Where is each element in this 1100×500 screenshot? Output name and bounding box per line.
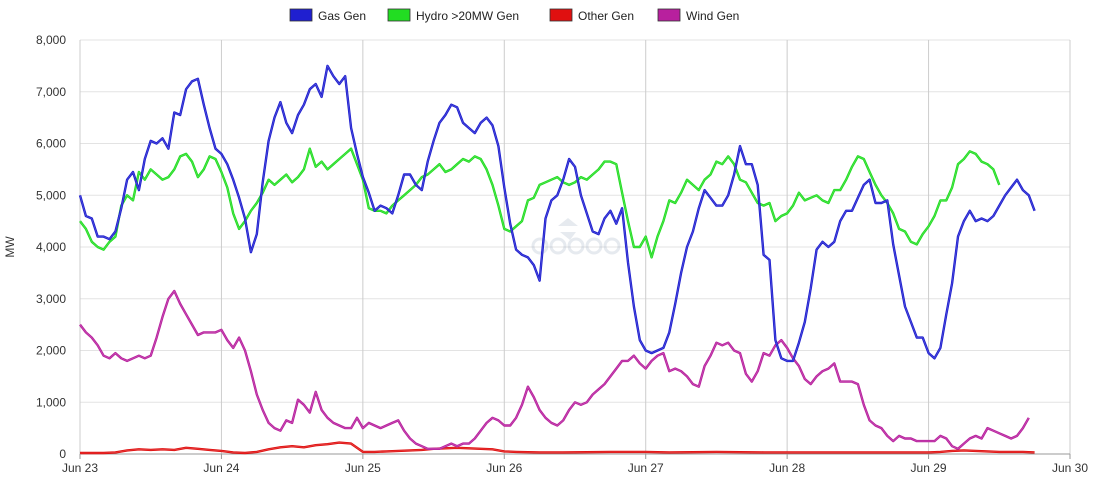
x-axis-ticks: Jun 23 Jun 24 Jun 25 Jun 26 Jun 27 Jun 28 Jun …	[62, 454, 1088, 475]
x-tick-label: Jun 28	[769, 461, 805, 475]
legend-item-wind-gen[interactable]: Wind Gen	[657, 8, 739, 23]
watermark-glyph	[567, 237, 585, 255]
legend-item-other-gen[interactable]: Other Gen	[549, 8, 634, 23]
series-line-wind-gen	[79, 289, 1030, 450]
x-tick-label: Jun 23	[62, 461, 98, 475]
watermark-logo-icon	[558, 218, 578, 226]
watermark-logo-icon-part	[560, 232, 576, 240]
y-axis-title: MW	[3, 236, 17, 258]
watermark-glyph	[585, 237, 603, 255]
y-tick-label: 4,000	[36, 240, 66, 254]
legend-swatch	[657, 8, 681, 22]
series-line-gas-gen	[78, 64, 1036, 363]
y-tick-label: 8,000	[36, 33, 66, 47]
y-axis-ticks: 0 1,000 2,000 3,000 4,000 5,000 6,000 7,000 8,00…	[36, 33, 66, 461]
legend-label: Hydro >20MW Gen	[416, 9, 519, 23]
legend-swatch	[387, 8, 411, 22]
series-line-other-gen	[80, 441, 1035, 455]
y-tick-label: 6,000	[36, 137, 66, 151]
series-highlight-wind-gen	[79, 290, 1030, 450]
y-tick-label: 7,000	[36, 85, 66, 99]
x-tick-label: Jun 27	[628, 461, 664, 475]
y-tick-label: 0	[59, 447, 66, 461]
watermark-glyph	[549, 237, 567, 255]
series-line-hydro-20mw-gen	[79, 147, 1001, 259]
legend[interactable]: Gas Gen Hydro >20MW Gen Other Gen Wind Gen	[289, 8, 739, 23]
watermark-glyph	[603, 237, 621, 255]
y-tick-label: 2,000	[36, 344, 66, 358]
legend-item-hydro-20mw-gen[interactable]: Hydro >20MW Gen	[387, 8, 519, 23]
x-tick-label: Jun 30	[1052, 461, 1088, 475]
series-group	[78, 64, 1036, 455]
x-tick-label: Jun 26	[486, 461, 522, 475]
legend-label: Wind Gen	[686, 9, 739, 23]
watermark	[531, 218, 621, 255]
watermark-glyph	[531, 237, 549, 255]
legend-swatch	[549, 8, 573, 22]
series-highlight-other-gen	[80, 442, 1035, 454]
legend-item-gas-gen[interactable]: Gas Gen	[289, 8, 366, 23]
y-tick-label: 3,000	[36, 292, 66, 306]
series-highlight-hydro-20mw-gen	[79, 147, 1000, 259]
y-tick-label: 1,000	[36, 395, 66, 409]
legend-label: Gas Gen	[318, 9, 366, 23]
legend-swatch	[289, 8, 313, 22]
series-highlight-gas-gen	[79, 65, 1035, 362]
legend-label: Other Gen	[578, 9, 634, 23]
grid	[79, 39, 1071, 455]
x-tick-label: Jun 25	[345, 461, 381, 475]
y-tick-label: 5,000	[36, 188, 66, 202]
x-tick-label: Jun 24	[203, 461, 239, 475]
x-tick-label: Jun 29	[911, 461, 947, 475]
